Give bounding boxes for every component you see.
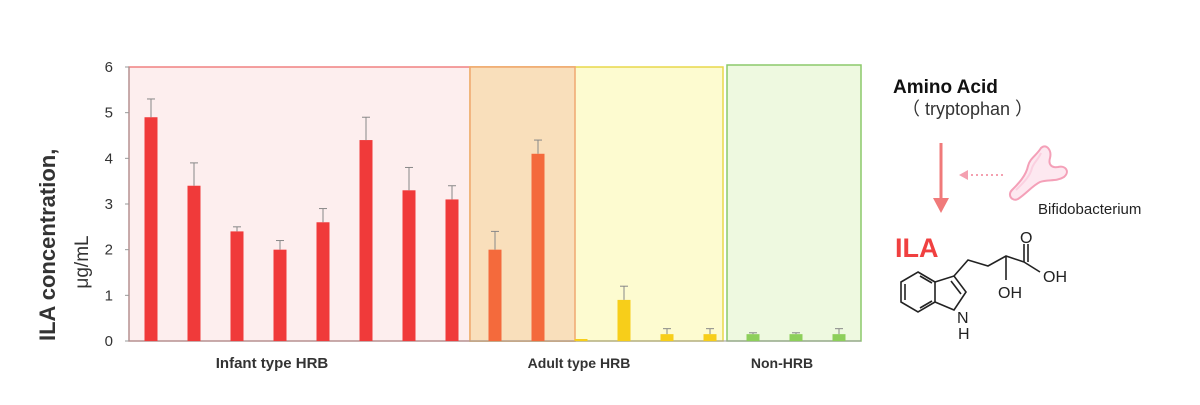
y-tick-label: 6 — [105, 59, 113, 76]
bar-8 — [445, 199, 459, 341]
y-tick-label: 2 — [105, 242, 113, 259]
bar-11 — [574, 339, 588, 341]
y-axis-unit: μg/mL — [72, 235, 93, 288]
bar-6 — [359, 140, 373, 341]
ila-oh-bottom: OH — [998, 285, 1022, 302]
dotted-arrow-icon — [959, 170, 1003, 180]
bifidobacterium-icon — [1008, 145, 1068, 201]
bar-3 — [230, 231, 244, 341]
band-nonhrb — [726, 64, 862, 342]
y-tick-label: 4 — [105, 150, 113, 167]
bar-13 — [660, 334, 674, 341]
bar-12 — [617, 299, 631, 341]
bar-5 — [316, 222, 330, 341]
ila-o: O — [1020, 230, 1032, 247]
ila-oh-top: OH — [1043, 269, 1067, 286]
y-tick-label: 1 — [105, 287, 113, 304]
y-tick-label: 0 — [105, 333, 113, 350]
group-label-adult: Adult type HRB — [528, 355, 631, 371]
ila-structure-icon — [900, 244, 1041, 313]
bacterium-label: Bifidobacterium — [1038, 201, 1141, 218]
bar-16 — [789, 334, 803, 341]
y-tick-label: 5 — [105, 105, 113, 122]
bar-9 — [488, 249, 502, 341]
bar-4 — [273, 249, 287, 341]
bar-2 — [187, 185, 201, 341]
bar-14 — [703, 334, 717, 341]
bar-7 — [402, 190, 416, 341]
bar-17 — [832, 334, 846, 341]
bar-1 — [144, 117, 158, 341]
pathway-subtitle: （ tryptophan ） — [902, 99, 1033, 119]
ila-h: H — [958, 326, 970, 343]
bar-15 — [746, 334, 760, 341]
band-overlap — [469, 66, 576, 342]
ila-n: N — [957, 310, 969, 327]
bar-10 — [531, 153, 545, 341]
group-label-infant: Infant type HRB — [216, 355, 329, 372]
y-tick-label: 3 — [105, 196, 113, 213]
product-label: ILA — [895, 233, 939, 263]
group-label-nonhrb: Non-HRB — [751, 355, 813, 371]
y-axis-title: ILA concentration, — [35, 149, 60, 341]
down-arrow-icon — [933, 143, 949, 213]
pathway-title: Amino Acid — [893, 77, 998, 98]
